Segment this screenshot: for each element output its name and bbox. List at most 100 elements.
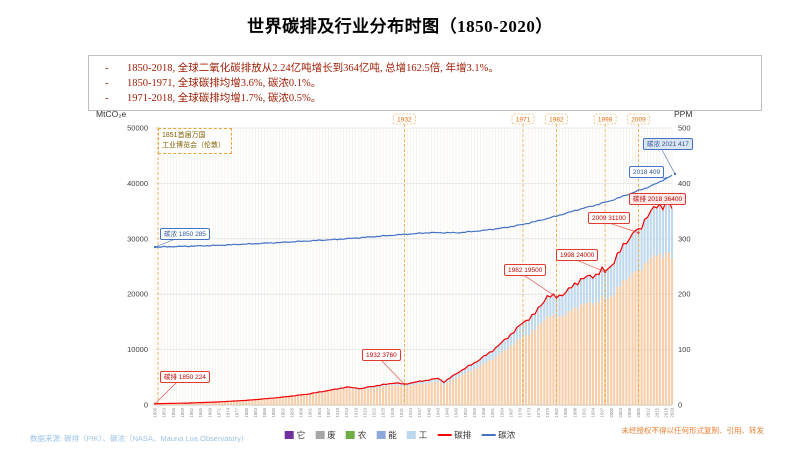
bullet-2-text: 1850-1971, 全球碳排均增3.6%, 碳浓0.1%。 (127, 78, 322, 89)
svg-text:1919: 1919 (362, 407, 367, 417)
svg-text:1997: 1997 (600, 407, 605, 417)
svg-text:0: 0 (678, 401, 682, 410)
svg-text:1964: 1964 (499, 407, 504, 417)
annotation-callout-0: 碳浓 1850 285 (160, 228, 210, 241)
event-note-line1: 1851首届万国 (162, 132, 206, 139)
svg-text:300: 300 (678, 234, 691, 243)
svg-text:1937: 1937 (417, 407, 422, 417)
disclaimer: 未经授权不得以任何形式复制、引用、转发 (621, 426, 765, 435)
svg-text:1898: 1898 (299, 407, 304, 417)
legend-swatch-3 (376, 431, 386, 439)
svg-text:1892: 1892 (280, 407, 285, 417)
page-title: 世界碳排及行业分布时图（1850-2020） (247, 17, 553, 36)
svg-text:2012: 2012 (645, 407, 650, 417)
svg-text:10000: 10000 (127, 345, 148, 354)
svg-text:1913: 1913 (344, 407, 349, 417)
annotation-callout-6: 碳排 2018 36400 (629, 193, 687, 206)
svg-text:1862: 1862 (189, 407, 194, 417)
svg-text:1982: 1982 (549, 117, 564, 124)
svg-text:2000: 2000 (609, 407, 614, 417)
chart-legend: 它 废 农 能 工 碳排 碳浓 (284, 429, 516, 441)
bullet-1: - 1850-2018, 全球二氧化碳排放从2.24亿吨增长到364亿吨, 总增… (97, 61, 753, 76)
svg-text:500: 500 (678, 124, 691, 133)
legend-label: 工 (418, 430, 428, 440)
svg-text:1967: 1967 (508, 407, 513, 417)
svg-text:1988: 1988 (572, 407, 577, 417)
svg-text:1877: 1877 (235, 407, 240, 417)
svg-text:1985: 1985 (563, 407, 568, 417)
svg-text:1895: 1895 (290, 407, 295, 417)
svg-text:20000: 20000 (127, 290, 148, 299)
svg-text:1946: 1946 (445, 407, 450, 417)
svg-text:1998: 1998 (598, 117, 613, 124)
legend-swatch-4 (406, 431, 416, 439)
event-note-line2: 工业博览会（伦敦） (162, 142, 225, 150)
data-source: 数据来源: 碳排（PIK）、碳浓（NASA、Mauna Loa Observat… (30, 434, 249, 443)
svg-text:1850: 1850 (153, 407, 158, 417)
svg-text:1979: 1979 (545, 407, 550, 417)
bullet-marker: - (105, 63, 109, 74)
svg-text:400: 400 (678, 179, 691, 188)
legend-item-5: 碳排 (437, 429, 471, 441)
svg-text:1934: 1934 (408, 407, 413, 417)
left-axis-unit: MtCO₂e (96, 109, 127, 119)
svg-text:2009: 2009 (631, 117, 646, 124)
svg-text:200: 200 (678, 290, 691, 299)
svg-text:30000: 30000 (127, 234, 148, 243)
svg-text:1868: 1868 (207, 407, 212, 417)
bullet-marker: - (105, 93, 109, 104)
svg-text:1853: 1853 (162, 407, 167, 417)
event-note: 1851首届万国 工业博览会（伦敦） (158, 128, 232, 155)
svg-text:2020: 2020 (670, 407, 675, 417)
annotation-callout-5: 2009 31100 (588, 212, 630, 225)
annotation-callout-7: 2018 409 (629, 166, 665, 179)
svg-text:1932: 1932 (397, 117, 412, 124)
svg-text:1931: 1931 (399, 407, 404, 417)
legend-swatch-0 (284, 431, 294, 439)
svg-text:2009: 2009 (636, 407, 641, 417)
legend-label: 碳排 (454, 430, 472, 440)
bullet-marker: - (105, 78, 109, 89)
legend-item-0: 它 (284, 429, 306, 441)
svg-text:1970: 1970 (518, 407, 523, 417)
legend-swatch-1 (315, 431, 325, 439)
svg-text:1982: 1982 (554, 407, 559, 417)
annotation-callout-1: 碳排 1850 224 (160, 371, 210, 384)
legend-label: 碳浓 (498, 430, 516, 440)
svg-text:1880: 1880 (244, 407, 249, 417)
legend-item-3: 能 (376, 429, 397, 441)
svg-text:1871: 1871 (217, 407, 222, 417)
svg-text:1886: 1886 (262, 407, 267, 417)
svg-text:1955: 1955 (472, 407, 477, 417)
legend-item-4: 工 (406, 429, 428, 441)
svg-text:2015: 2015 (654, 407, 659, 417)
legend-item-1: 废 (315, 429, 336, 441)
legend-label: 它 (296, 430, 306, 440)
svg-text:1994: 1994 (591, 407, 596, 417)
annotation-callout-2: 1932 3760 (362, 349, 401, 362)
svg-text:1874: 1874 (226, 407, 231, 417)
svg-text:1904: 1904 (317, 407, 322, 417)
legend-swatch-2 (345, 431, 355, 439)
svg-text:2018: 2018 (664, 407, 669, 417)
svg-text:1925: 1925 (381, 407, 386, 417)
svg-text:1943: 1943 (435, 407, 440, 417)
svg-text:1976: 1976 (536, 407, 541, 417)
svg-text:1865: 1865 (198, 407, 203, 417)
summary-box: - 1850-2018, 全球二氧化碳排放从2.24亿吨增长到364亿吨, 总增… (88, 55, 762, 111)
svg-text:1907: 1907 (326, 407, 331, 417)
legend-label: 农 (357, 430, 367, 440)
svg-text:1991: 1991 (581, 407, 586, 417)
svg-text:1952: 1952 (463, 407, 468, 417)
annotation-callout-3: 1982 19500 (504, 264, 547, 277)
legend-line-marker-6 (481, 434, 496, 436)
svg-text:1859: 1859 (180, 407, 185, 417)
bullet-2: - 1850-1971, 全球碳排均增3.6%, 碳浓0.1%。 (97, 76, 753, 91)
svg-text:2006: 2006 (627, 407, 632, 417)
legend-item-2: 农 (345, 429, 367, 441)
legend-label: 能 (388, 430, 397, 440)
bullet-3-text: 1971-2018, 全球碳排均增1.7%, 碳浓0.5%。 (127, 93, 322, 104)
right-axis-unit: PPM (674, 109, 693, 119)
svg-text:1883: 1883 (253, 407, 258, 417)
